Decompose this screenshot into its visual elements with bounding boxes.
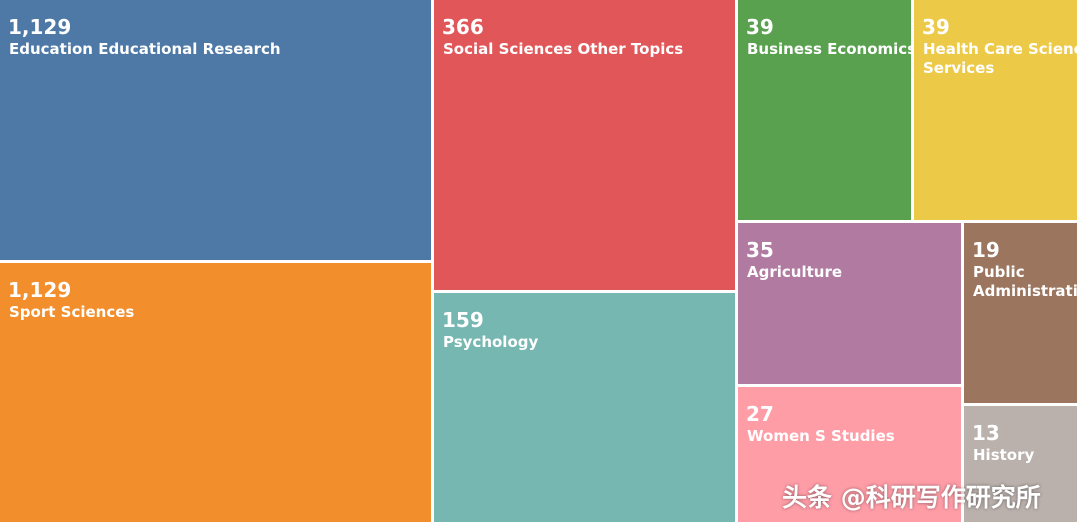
treemap-tile: 35 Agriculture <box>738 223 964 387</box>
tile-category-label: Sport Sciences <box>9 303 135 321</box>
treemap-tile: 1,129 Sport Sciences <box>0 263 434 525</box>
tile-category-label: Education Educational Research <box>9 40 281 58</box>
tile-category-label: Agriculture <box>747 263 843 281</box>
treemap-tile: 159 Psychology <box>434 293 738 525</box>
tile-value-label: 366 <box>442 15 484 39</box>
tile-value-label: 1,129 <box>8 278 72 302</box>
tile-value-label: 19 <box>972 238 1000 262</box>
tile-category-label: History <box>973 446 1035 464</box>
tile-category-label: Psychology <box>443 333 539 351</box>
treemap-tile: 366 Social Sciences Other Topics <box>434 0 738 293</box>
treemap-tile: 39 Business Economics <box>738 0 914 223</box>
tile-category-label: Women S Studies <box>747 427 895 445</box>
tile-value-label: 39 <box>746 15 774 39</box>
tile-category-label: Business Economics <box>747 40 914 58</box>
tile-value-label: 13 <box>972 421 1000 445</box>
watermark-text: 头条 @科研写作研究所 <box>782 483 1041 512</box>
tile-category-label: Health Care Sciences Services <box>923 40 1077 77</box>
tile-category-label: Social Sciences Other Topics <box>443 40 684 58</box>
tile-category-label: Public Administration <box>973 263 1078 300</box>
tile-value-label: 39 <box>922 15 950 39</box>
tile-value-label: 159 <box>442 308 484 332</box>
tile-value-label: 1,129 <box>8 15 72 39</box>
tile-value-label: 35 <box>746 238 774 262</box>
treemap-tile: 1,129 Education Educational Research <box>0 0 434 263</box>
treemap-tile: 27 Women S Studies <box>738 387 964 525</box>
tile-value-label: 27 <box>746 402 774 426</box>
treemap-tile: 13 History <box>964 406 1080 525</box>
